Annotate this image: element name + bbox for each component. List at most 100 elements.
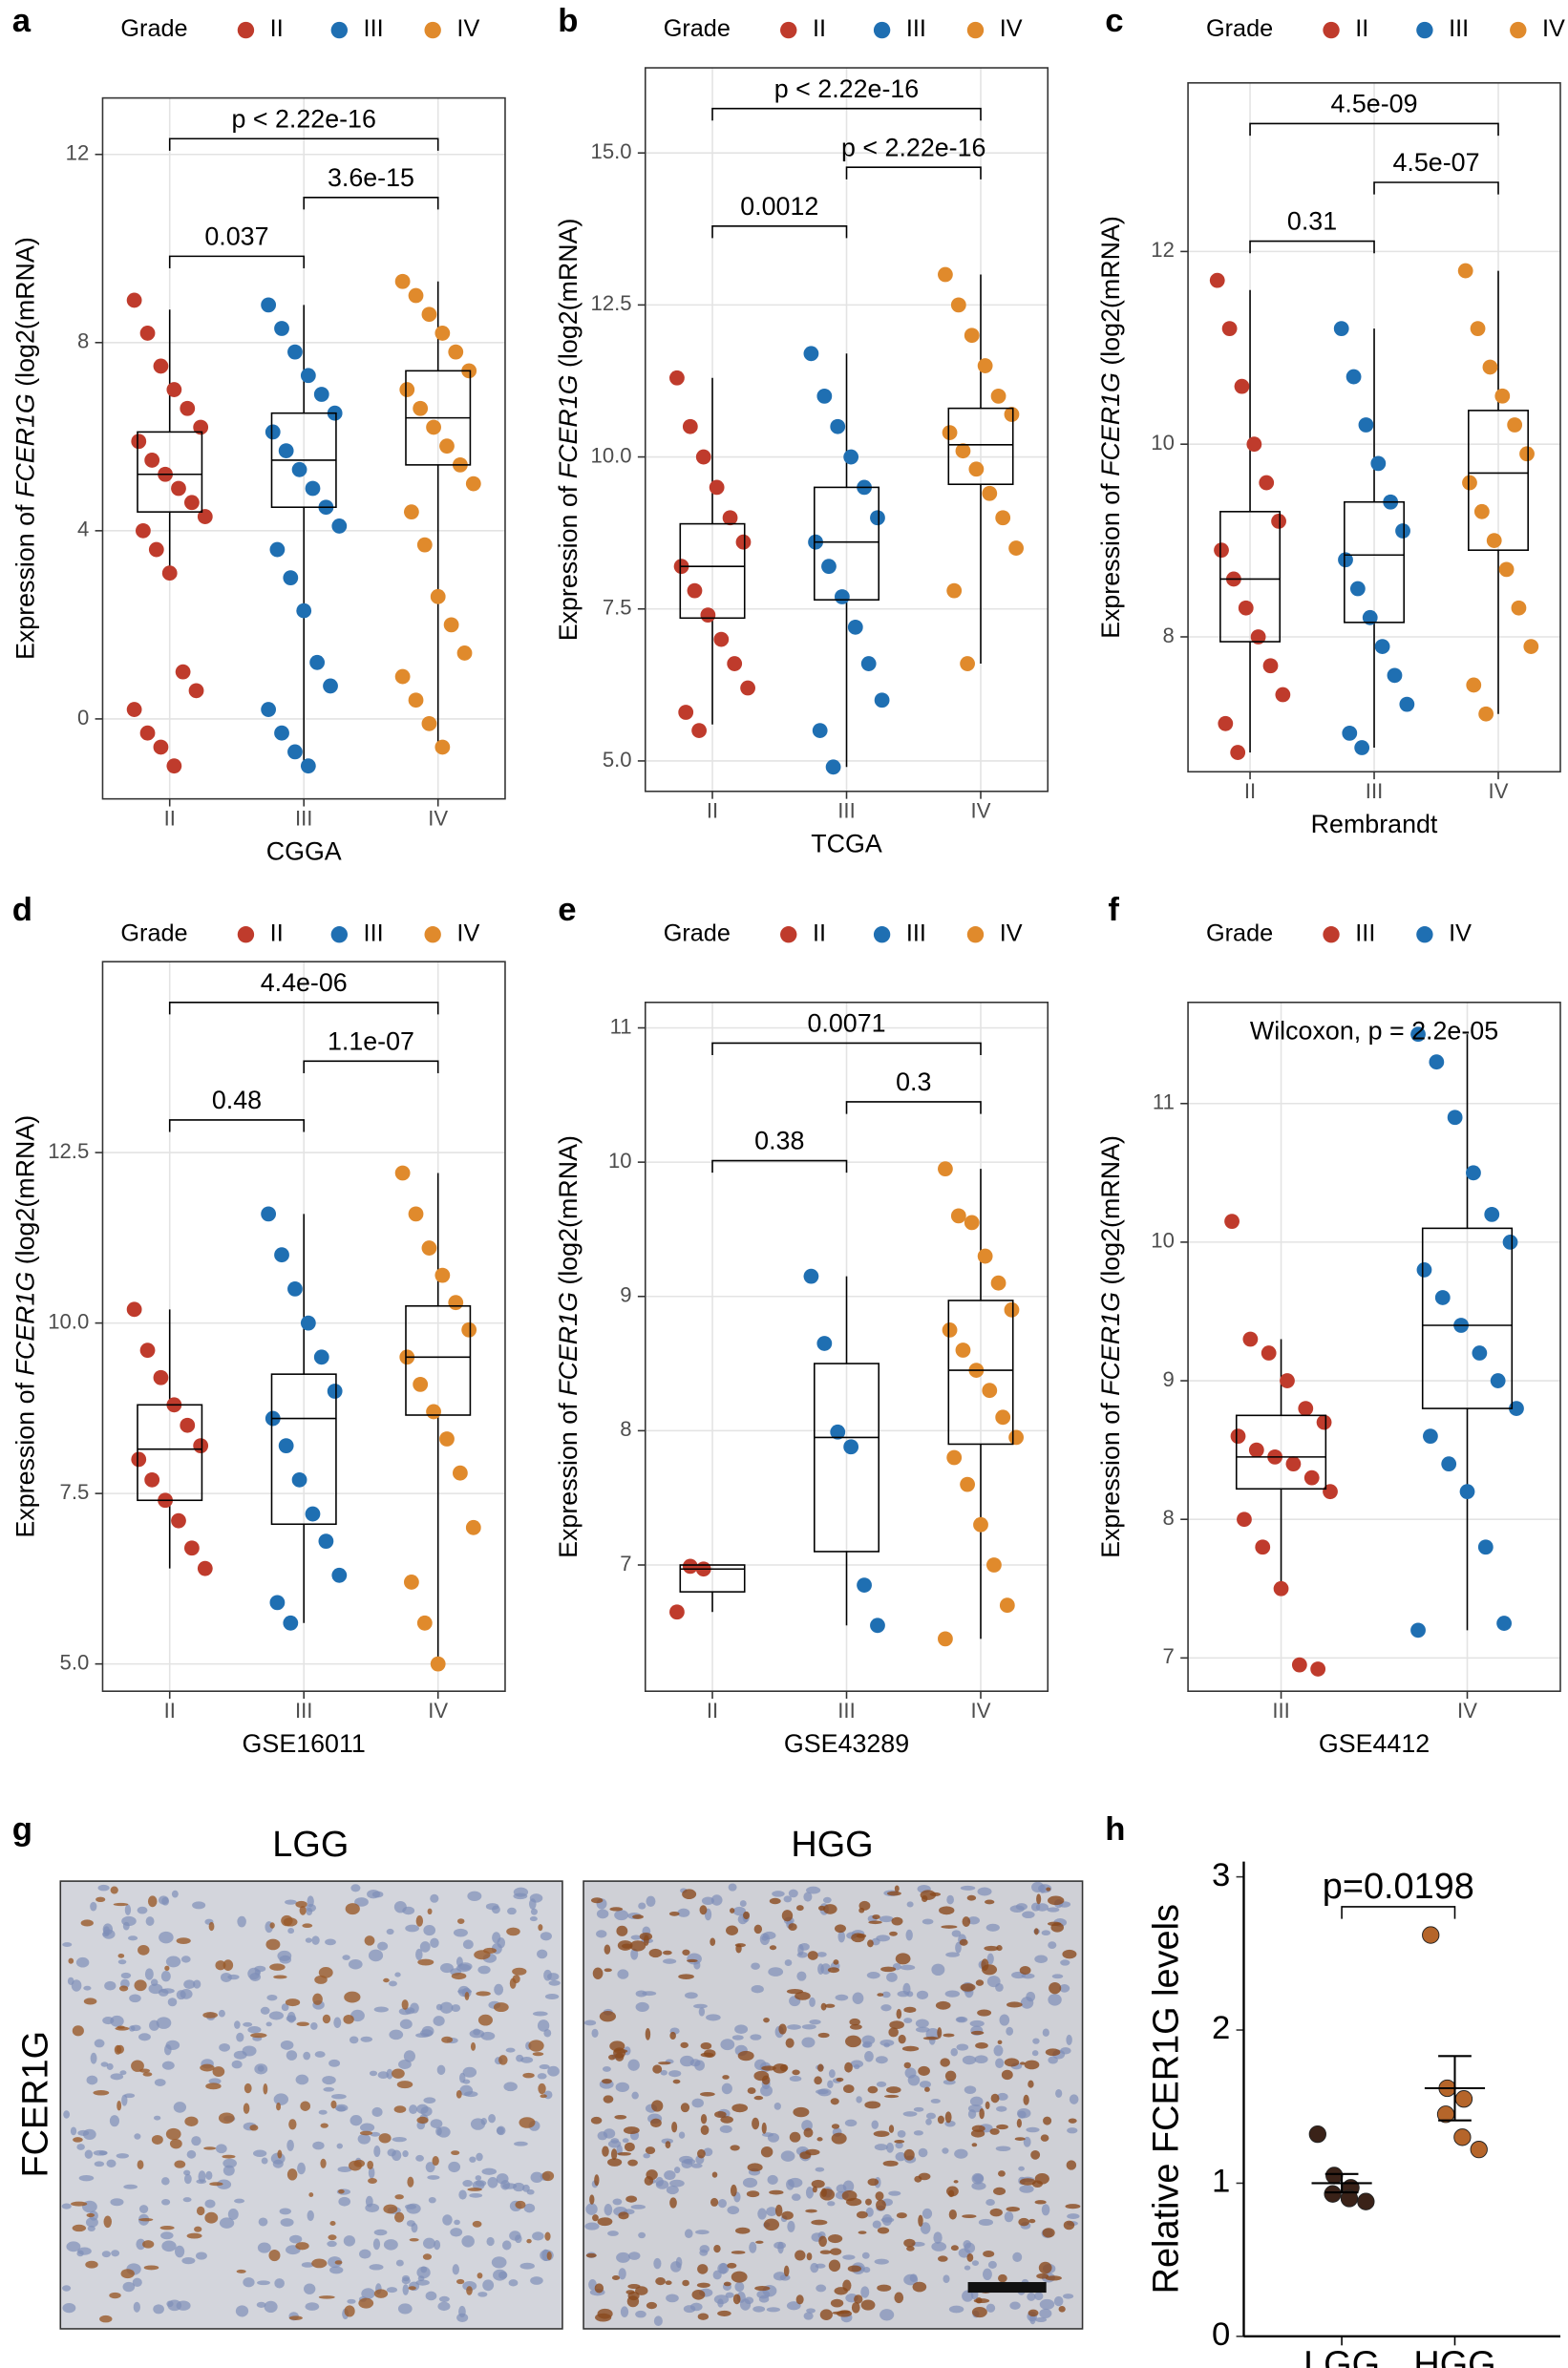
- stain: [753, 1924, 763, 1935]
- stain: [1065, 2204, 1081, 2209]
- nucleus: [247, 2025, 262, 2034]
- nucleus: [978, 2218, 994, 2227]
- stain: [793, 2106, 810, 2118]
- stain: [668, 1911, 680, 1916]
- stain: [696, 2282, 710, 2288]
- stain: [147, 1895, 158, 1908]
- stain: [820, 2002, 827, 2011]
- nucleus: [985, 2303, 996, 2313]
- nucleus: [706, 2014, 721, 2021]
- y-axis-title: Expression of FCER1G (log2(mRNA): [1096, 1135, 1125, 1558]
- nucleus: [519, 2262, 535, 2270]
- nucleus: [439, 2001, 454, 2014]
- nucleus: [301, 2262, 314, 2268]
- nucleus: [827, 2201, 836, 2207]
- stain: [876, 2199, 886, 2211]
- stain: [710, 1937, 716, 1946]
- nucleus: [727, 2206, 740, 2215]
- stain: [394, 2194, 404, 2200]
- nucleus: [395, 2259, 404, 2267]
- nucleus: [386, 1928, 394, 1935]
- nucleus: [373, 2229, 388, 2236]
- data-point: [305, 1506, 321, 1522]
- nucleus: [425, 2162, 435, 2173]
- nucleus: [481, 2167, 498, 2175]
- data-point: [184, 495, 200, 511]
- y-axis-title-part: Expression of: [1096, 476, 1125, 639]
- nucleus: [327, 2240, 337, 2248]
- nucleus: [1060, 2047, 1071, 2055]
- x-tick-label: HGG: [1413, 2344, 1495, 2368]
- stain: [856, 2210, 868, 2219]
- nucleus: [101, 2251, 111, 2258]
- stain: [966, 1894, 977, 1901]
- stain: [625, 2195, 638, 2203]
- stain: [990, 2093, 1000, 2104]
- nucleus: [462, 1939, 474, 1950]
- data-point: [1429, 1054, 1445, 1070]
- nucleus: [694, 2060, 705, 2071]
- nucleus: [77, 2247, 92, 2255]
- nucleus: [523, 2203, 536, 2213]
- nucleus: [161, 2177, 170, 2186]
- nucleus: [167, 1998, 178, 2007]
- stain: [922, 1894, 928, 1903]
- stain: [889, 1931, 898, 1936]
- nucleus: [1030, 1902, 1041, 1912]
- nucleus: [1066, 2034, 1072, 2045]
- y-tick-label: 10.0: [591, 443, 632, 467]
- stain: [416, 2116, 429, 2125]
- nucleus: [1048, 1994, 1062, 2006]
- stain: [330, 2100, 337, 2109]
- nucleus: [71, 1979, 82, 1992]
- data-point: [1333, 321, 1349, 337]
- data-point: [950, 1208, 966, 1224]
- data-point: [682, 1558, 698, 1575]
- nucleus: [368, 2167, 375, 2179]
- stain: [973, 2298, 990, 2304]
- x-tick-label: IV: [1489, 779, 1509, 803]
- stain: [997, 2170, 1006, 2177]
- nucleus: [430, 1893, 439, 1903]
- y-axis-title-part: Expression of: [554, 1396, 583, 1558]
- stain: [795, 2250, 806, 2261]
- data-point: [161, 565, 178, 581]
- nucleus: [266, 1994, 278, 2001]
- stain: [755, 2240, 764, 2244]
- nucleus: [350, 2009, 365, 2022]
- stain: [996, 1945, 1003, 1952]
- nucleus: [539, 2064, 550, 2070]
- nucleus: [280, 2040, 294, 2050]
- box: [1421, 1227, 1514, 1409]
- stain: [888, 2125, 895, 2133]
- nucleus: [886, 2142, 894, 2153]
- nucleus: [760, 2084, 773, 2097]
- nucleus: [394, 1972, 401, 1977]
- legend-label: IV: [456, 920, 479, 946]
- nucleus: [710, 1894, 723, 1906]
- legend-swatch: [1323, 21, 1340, 39]
- nucleus: [964, 2085, 977, 2095]
- nucleus: [663, 1958, 677, 1964]
- stain: [781, 2210, 794, 2220]
- nucleus: [703, 2147, 713, 2157]
- nucleus: [470, 2118, 486, 2130]
- stain: [1019, 2178, 1036, 2186]
- data-point: [1325, 2167, 1344, 2185]
- nucleus: [333, 2017, 342, 2028]
- nucleus: [915, 2019, 929, 2028]
- stain: [110, 1886, 118, 1894]
- nucleus: [428, 2197, 436, 2204]
- stain: [877, 2227, 890, 2234]
- stain: [243, 2103, 250, 2114]
- data-point: [735, 534, 752, 550]
- stain: [854, 2294, 863, 2304]
- x-tick-label: III: [295, 1699, 312, 1723]
- y-tick-label: 1: [1212, 2164, 1230, 2200]
- stain: [1006, 2001, 1023, 2008]
- stain: [747, 2163, 763, 2172]
- data-point: [439, 438, 455, 455]
- nucleus: [1017, 2110, 1027, 2119]
- legend-label: III: [906, 920, 926, 946]
- data-point: [430, 588, 446, 604]
